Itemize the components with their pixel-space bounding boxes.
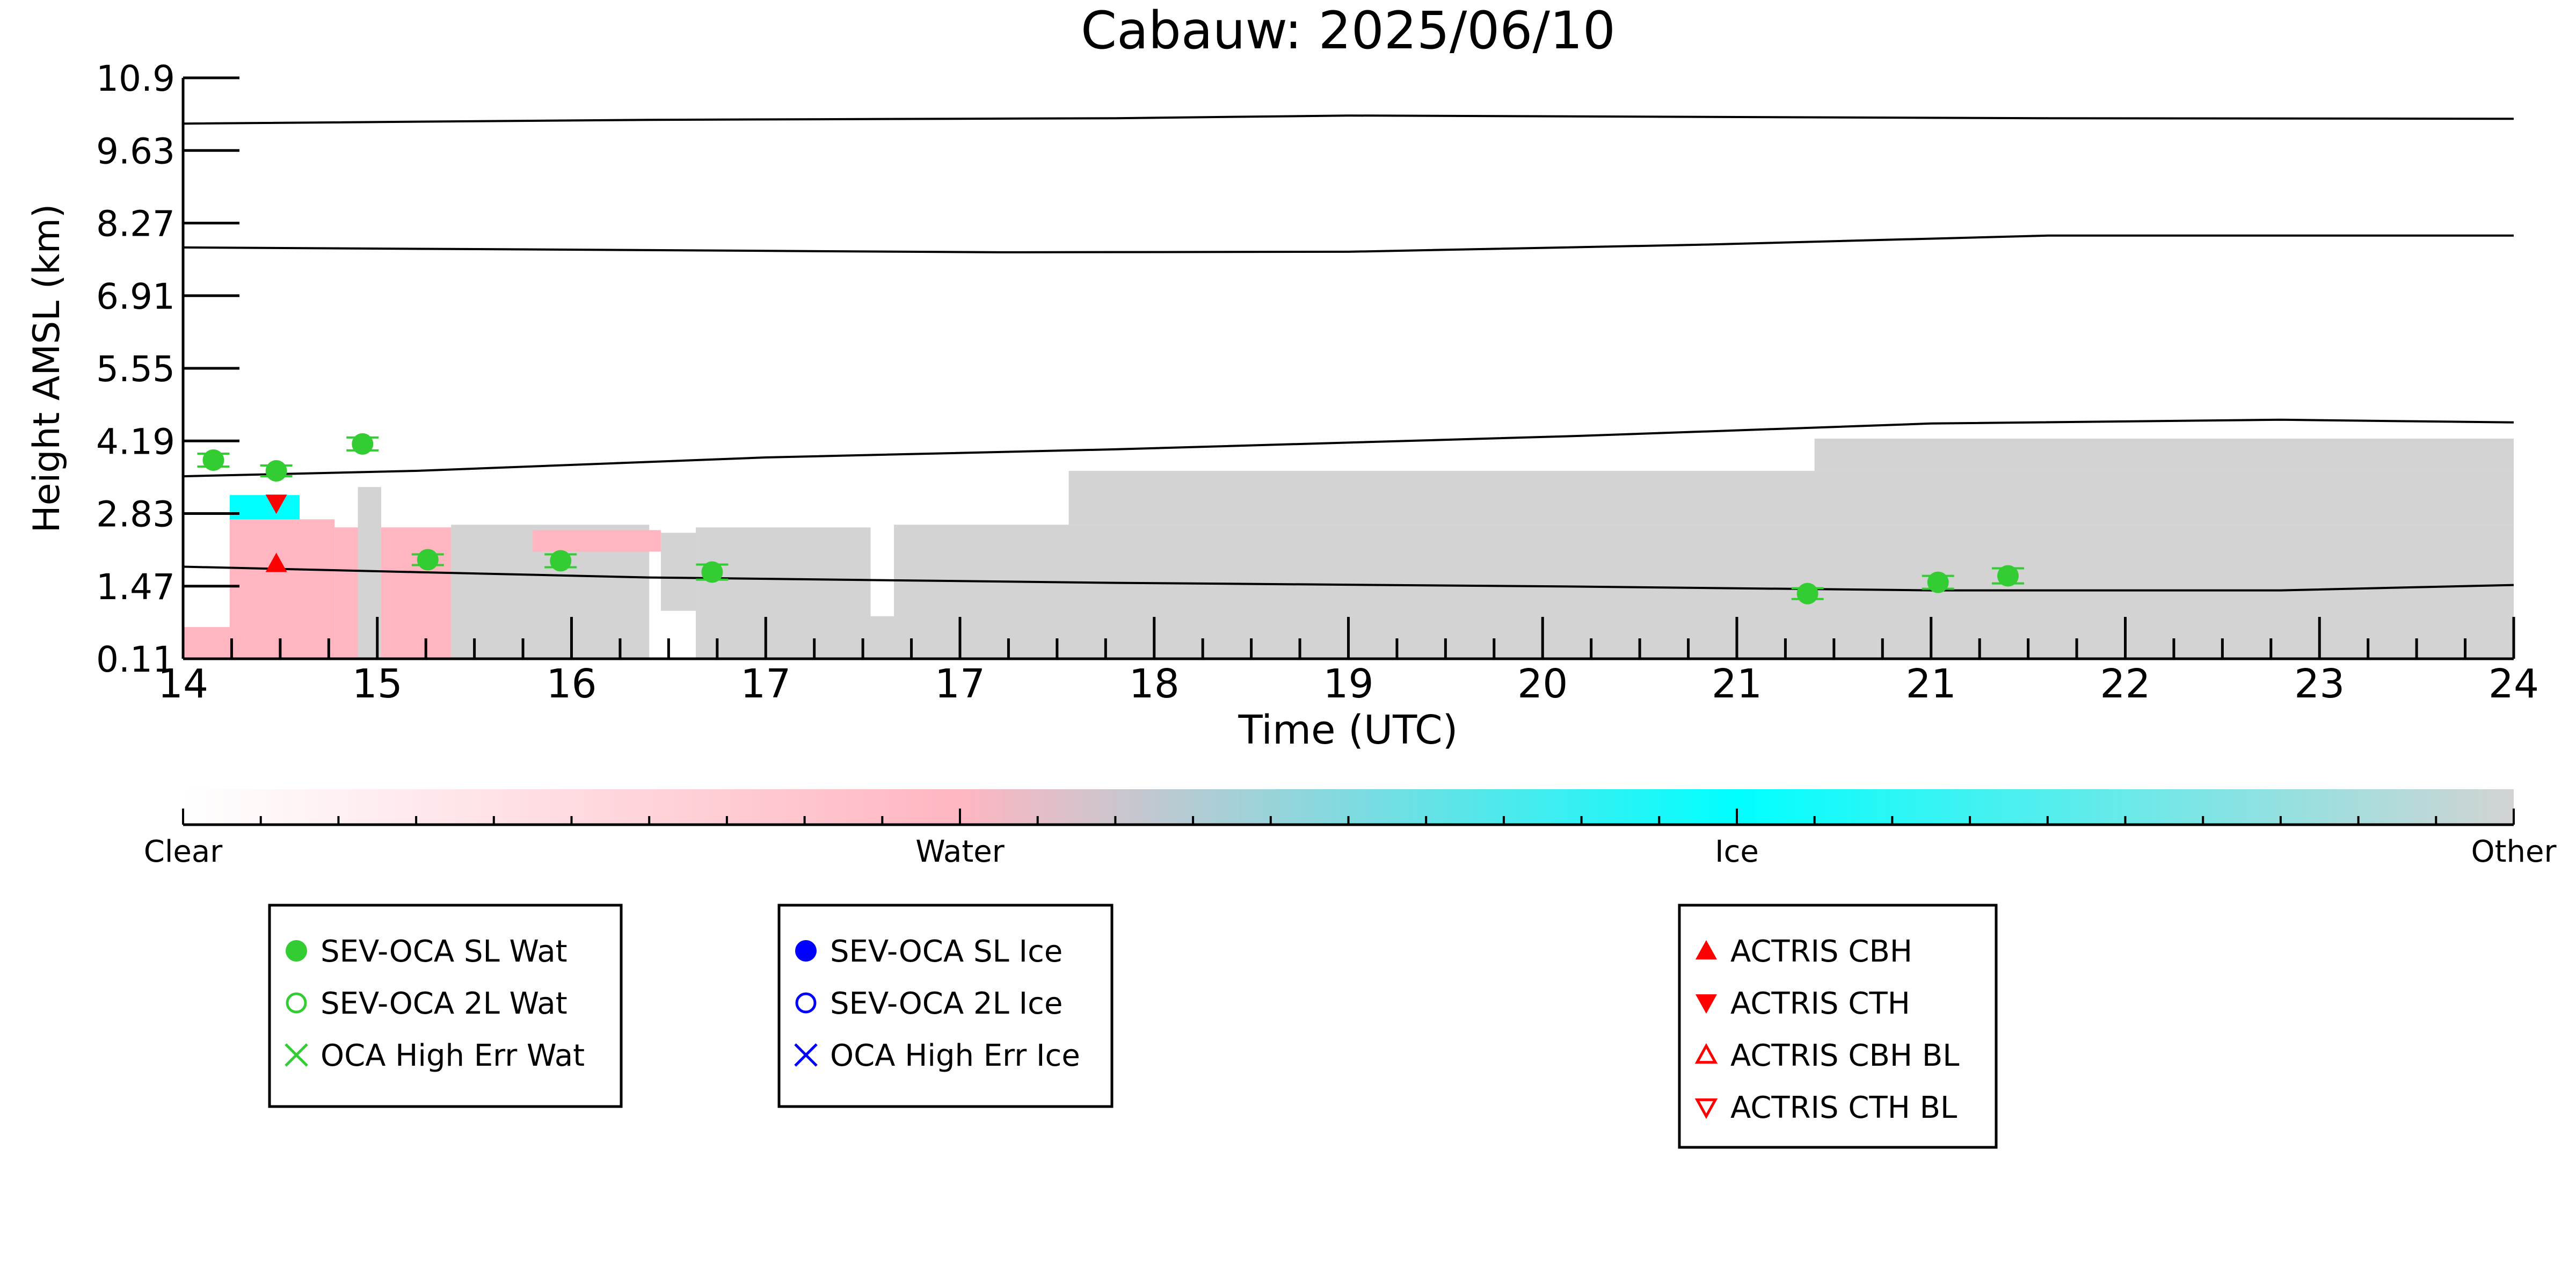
chart-title: Cabauw: 2025/06/10 xyxy=(1081,1,1616,61)
oca-water-point xyxy=(265,460,287,482)
mask-segment-other xyxy=(660,533,696,611)
y-tick-label: 6.91 xyxy=(96,276,175,317)
mask-segment-water xyxy=(533,530,661,552)
x-tick-label: 20 xyxy=(1517,661,1568,707)
legend-label: ACTRIS CBH BL xyxy=(1730,1038,1959,1073)
y-tick-label: 10.9 xyxy=(96,58,175,99)
oca-water-point xyxy=(202,449,224,471)
colorbar-label: Other xyxy=(2471,834,2557,869)
triangle-up-icon xyxy=(1695,940,1717,959)
colorbar-ticks xyxy=(182,809,2515,826)
x-tick-label: 17 xyxy=(740,661,791,707)
legend-box: SEV-OCA SL Wat SEV-OCA 2L Wat OCA High Err… xyxy=(268,904,623,1108)
profile-line xyxy=(183,234,2514,253)
y-tick-label: 1.47 xyxy=(96,566,175,608)
x-tick-label: 22 xyxy=(2100,661,2150,707)
mask-segment-other xyxy=(1814,438,2514,471)
legend-label: ACTRIS CTH xyxy=(1730,986,1910,1021)
oca-water-point xyxy=(701,561,723,583)
y-tick-label: 4.19 xyxy=(96,421,175,462)
open-triangle-down-icon xyxy=(1694,1098,1718,1119)
x-marker-icon xyxy=(794,1043,818,1067)
colorbar-label: Ice xyxy=(1715,834,1759,869)
y-tick-label: 8.27 xyxy=(96,203,175,245)
profile-line xyxy=(183,114,2514,125)
legend-box: SEV-OCA SL Ice SEV-OCA 2L Ice OCA High Err… xyxy=(777,904,1114,1108)
profile-line xyxy=(183,418,2514,478)
x-axis-label: Time (UTC) xyxy=(1238,707,1458,753)
colorbar-label: Clear xyxy=(144,834,223,869)
actris-cth-point xyxy=(265,494,287,514)
y-tick-label: 2.83 xyxy=(96,494,175,535)
x-tick-label: 23 xyxy=(2294,661,2345,707)
x-tick-label: 18 xyxy=(1129,661,1180,707)
legend-label: ACTRIS CTH BL xyxy=(1730,1090,1957,1125)
mask-segment-other xyxy=(858,616,894,659)
oca-water-point xyxy=(1997,565,2019,587)
open-circle-icon xyxy=(795,992,817,1014)
x-tick-label: 21 xyxy=(1906,661,1956,707)
x-tick-label: 17 xyxy=(935,661,985,707)
open-triangle-up-icon xyxy=(1694,1043,1718,1064)
oca-water-point xyxy=(417,549,439,571)
y-tick-label: 0.11 xyxy=(96,639,175,680)
actris-cbh-point xyxy=(265,552,287,572)
oca-water-point xyxy=(550,550,572,572)
profile-line xyxy=(183,565,2514,592)
legend-label: OCA High Err Ice xyxy=(830,1038,1080,1073)
colorbar: Clear Water Ice Other xyxy=(144,789,2557,869)
profile-lines-layer xyxy=(183,114,2514,592)
x-tick-label: 19 xyxy=(1323,661,1373,707)
x-tick-label: 24 xyxy=(2488,661,2539,707)
mask-segment-water xyxy=(183,627,230,659)
oca-water-point xyxy=(352,433,374,455)
x-tick-label: 15 xyxy=(352,661,403,707)
cloud-mask-layer xyxy=(183,438,2514,659)
legend-frame xyxy=(268,904,623,1108)
x-tick-label: 16 xyxy=(546,661,596,707)
legend-label: SEV-OCA SL Ice xyxy=(830,934,1063,969)
legend-label: OCA High Err Wat xyxy=(321,1038,585,1073)
legend-label: SEV-OCA 2L Ice xyxy=(830,986,1063,1021)
mask-segment-other xyxy=(696,527,871,659)
legends: SEV-OCA SL Wat SEV-OCA 2L Wat OCA High Err… xyxy=(268,904,1998,1149)
mask-segment-other xyxy=(894,525,2514,659)
open-circle-icon xyxy=(286,992,307,1014)
data-points-layer xyxy=(197,433,2025,605)
colorbar-labels: Clear Water Ice Other xyxy=(144,834,2557,869)
x-tick-label: 21 xyxy=(1712,661,1762,707)
oca-water-point xyxy=(1927,571,1949,593)
x-tick-label: 14 xyxy=(158,661,208,707)
axes: 0.11 1.47 2.83 4.19 5.55 6.91 8.27 9.63 10.9 14 15… xyxy=(96,58,2539,707)
y-axis-label: Height AMSL (km) xyxy=(26,204,68,533)
y-tick-label: 9.63 xyxy=(96,130,175,172)
y-tick-label: 5.55 xyxy=(96,348,175,390)
legend-label: SEV-OCA SL Wat xyxy=(321,934,567,969)
filled-circle-icon xyxy=(286,940,307,962)
x-marker-icon xyxy=(285,1043,308,1067)
mask-segment-water xyxy=(229,519,335,659)
mask-segment-ice xyxy=(229,495,300,520)
legend-box: ACTRIS CBH ACTRIS CTH ACTRIS CBH BL ACTRIS … xyxy=(1678,904,1998,1149)
legend-frame xyxy=(1678,904,1998,1149)
legend-label: ACTRIS CBH xyxy=(1730,934,1912,969)
filled-circle-icon xyxy=(795,940,817,962)
triangle-down-icon xyxy=(1695,994,1717,1014)
colorbar-label: Water xyxy=(915,834,1005,869)
legend-frame xyxy=(777,904,1114,1108)
legend-label: SEV-OCA 2L Wat xyxy=(321,986,567,1021)
mask-segment-other xyxy=(1068,471,2514,525)
oca-water-point xyxy=(1796,583,1818,605)
